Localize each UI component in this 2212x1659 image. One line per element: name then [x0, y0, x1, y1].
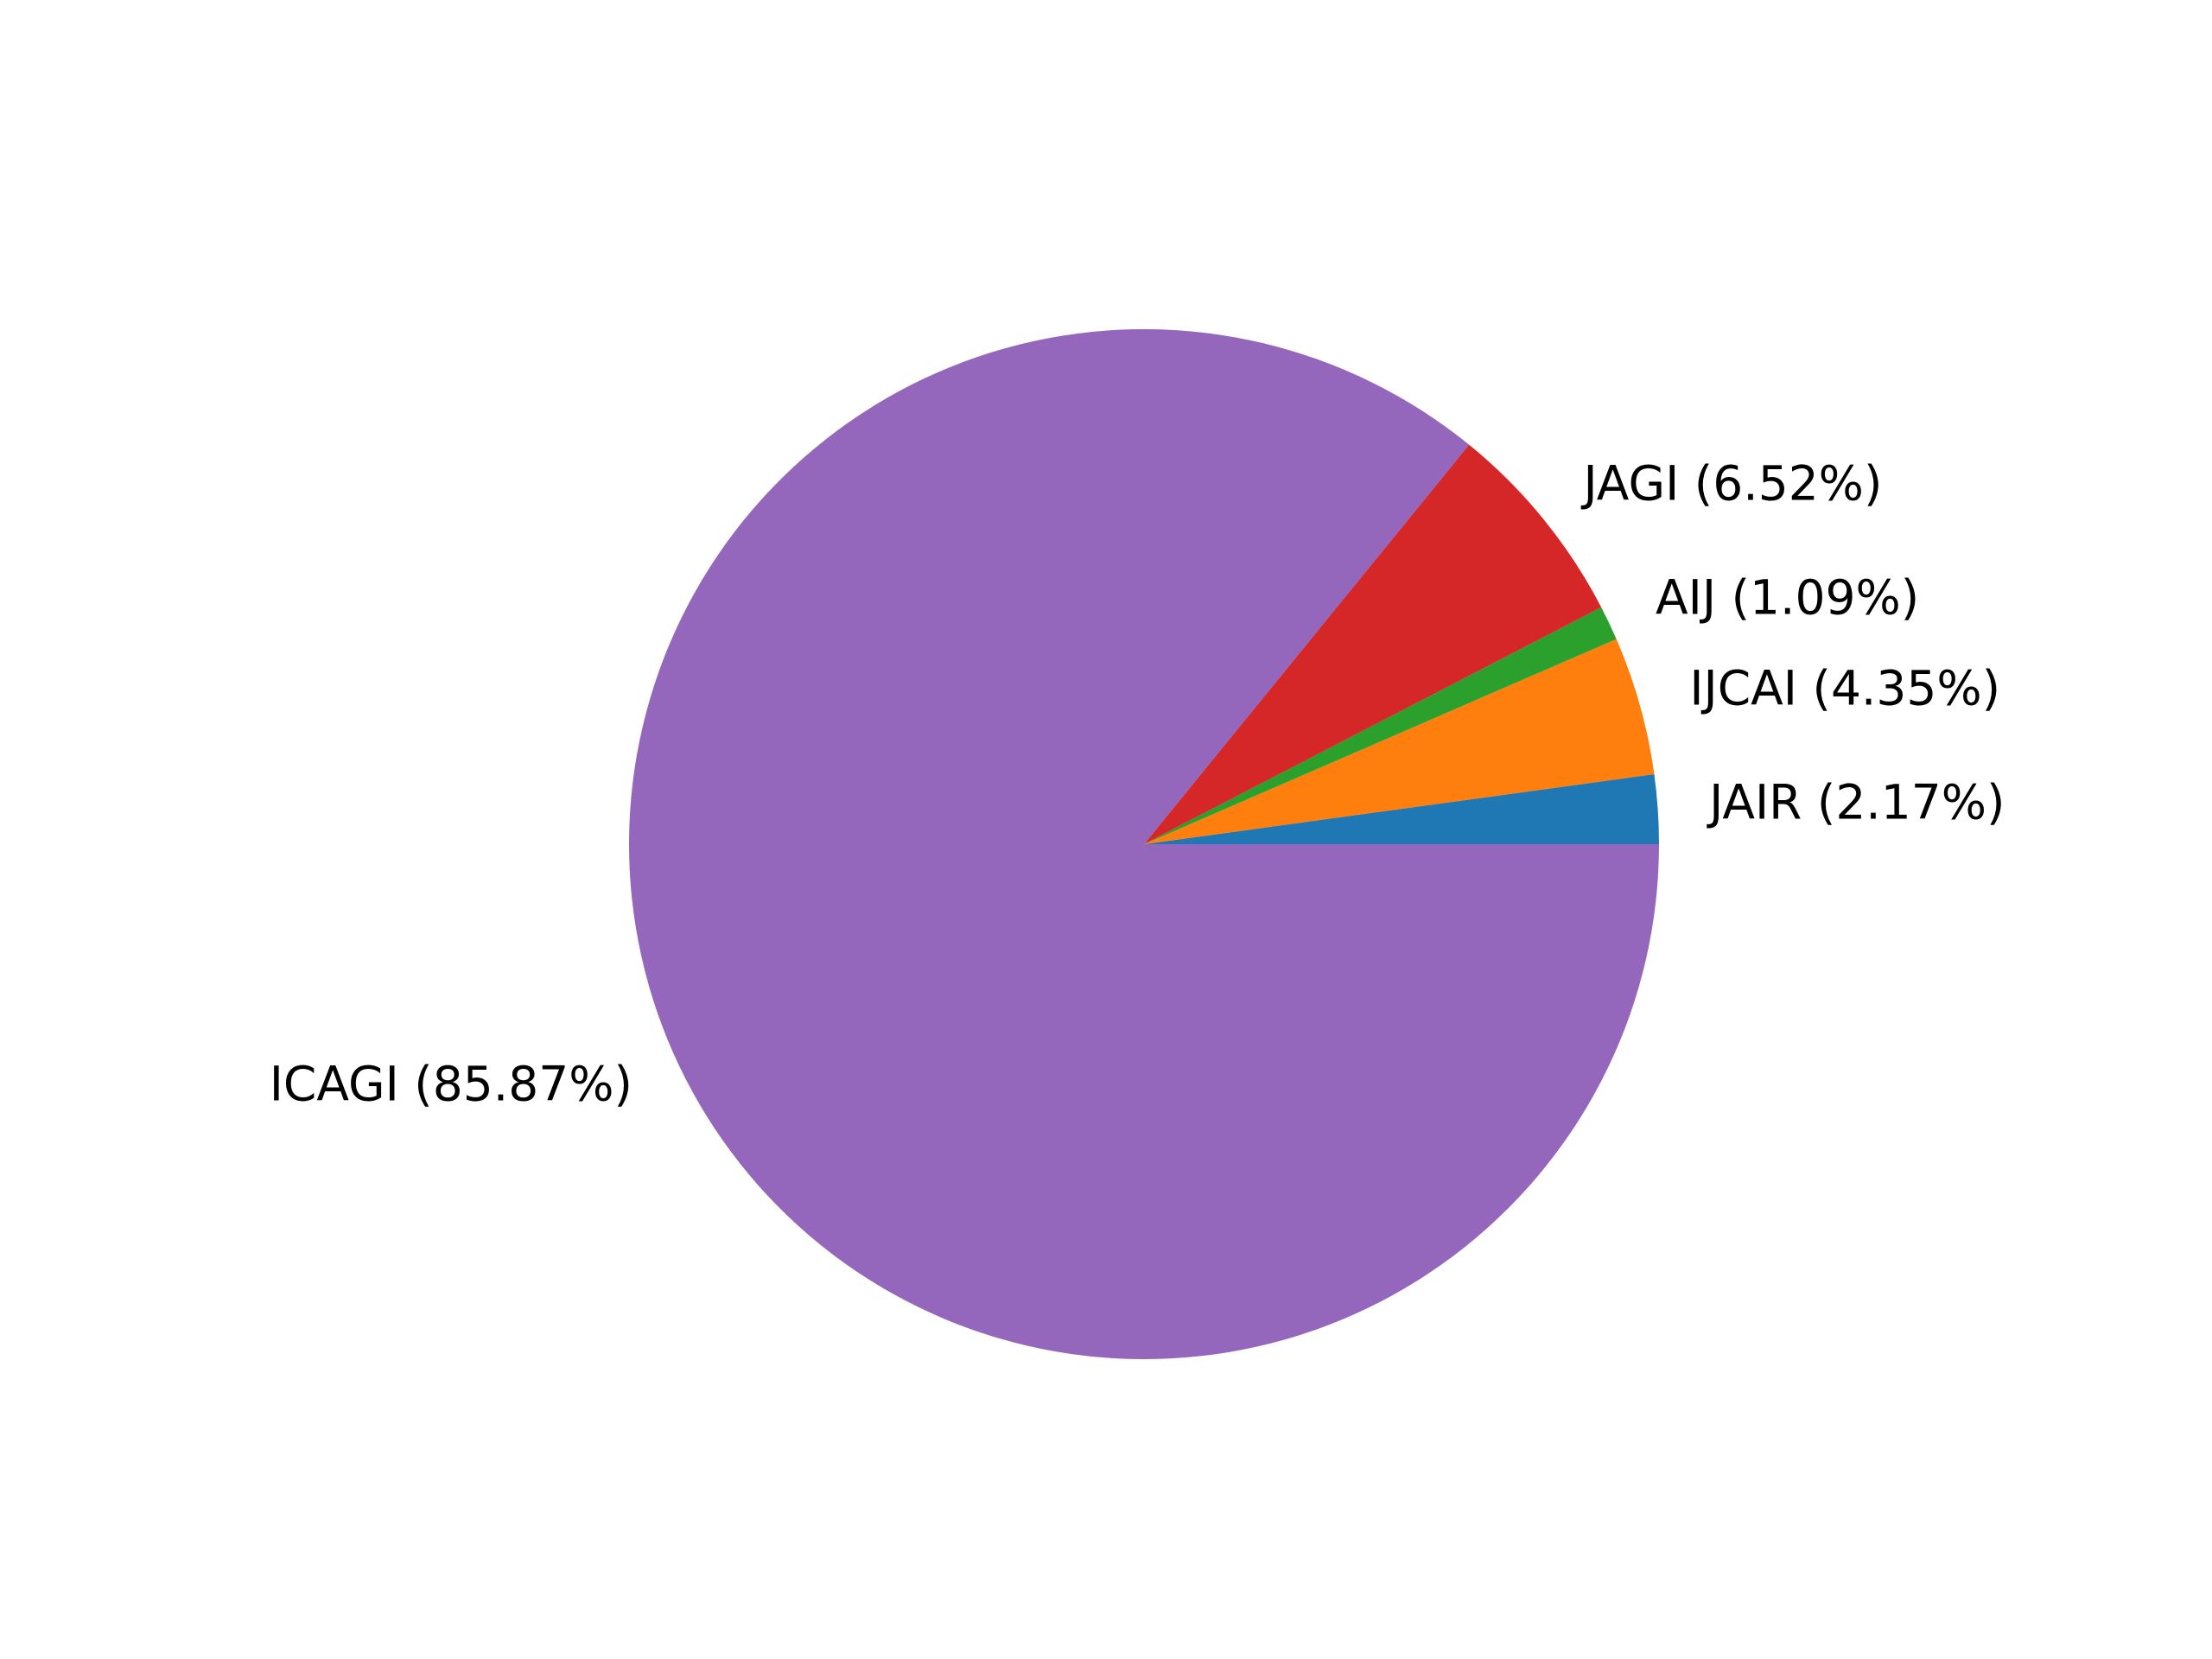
pie-slice-icagi [629, 329, 1660, 1360]
pie-slice-jagi [1144, 444, 1602, 844]
pie-label-icagi: ICAGI (85.87%) [270, 1057, 632, 1112]
pie-slice-jair [1144, 773, 1659, 844]
pie-slice-ijcai [1144, 639, 1655, 844]
pie-labels: JAIR (2.17%) IJCAI (4.35%) AIJ (1.09%) JAGI… [270, 455, 2005, 1111]
pie-label-aij: AIJ (1.09%) [1656, 570, 1919, 626]
pie-slice-aij [1144, 607, 1617, 844]
pie-label-jagi: JAGI (6.52%) [1581, 455, 1883, 511]
pie-label-ijcai: IJCAI (4.35%) [1689, 660, 2000, 715]
pie-slices [629, 329, 1660, 1360]
pie-label-jair: JAIR (2.17%) [1707, 774, 2005, 830]
